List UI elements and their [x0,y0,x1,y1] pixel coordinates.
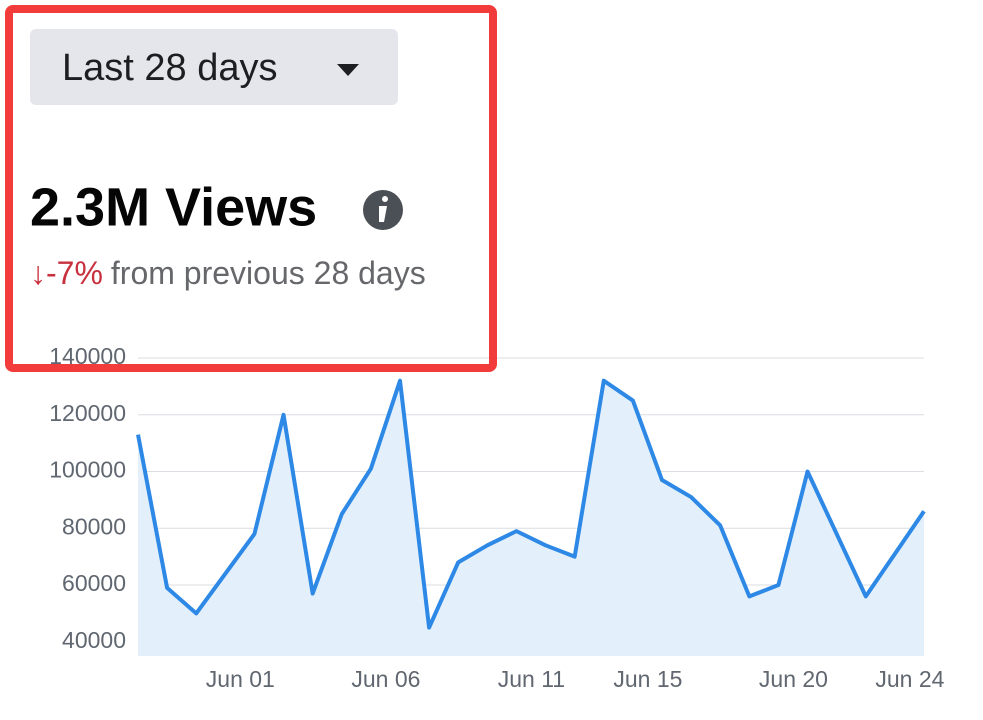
y-tick-label: 60000 [62,570,126,596]
dropdown-caret[interactable] [337,64,359,76]
y-tick-label: 100000 [49,457,126,483]
comparison: from previous 28 days [111,255,426,291]
dropdown[interactable] [30,29,398,105]
change: ↓-7% [30,255,103,291]
area [138,380,924,656]
headline: 2.3M Views [30,177,317,237]
highlight-box [5,5,497,372]
y-tick-label: 40000 [62,627,126,653]
x-tick-label: Jun 15 [613,666,682,692]
dropdown-label[interactable]: Last 28 days [62,47,277,89]
x-tick-label: Jun 20 [759,666,828,692]
y-tick-label: 80000 [62,513,126,539]
change-line: ↓-7% from previous 28 days [30,255,426,291]
x-tick-label: Jun 06 [351,666,420,692]
y-tick-label: 120000 [49,400,126,426]
line [136,378,926,630]
info-icon[interactable] [363,190,403,230]
x-tick-label: Jun 24 [875,666,944,692]
x-tick-label: Jun 11 [498,666,565,692]
x-tick-label: Jun 01 [206,666,275,692]
